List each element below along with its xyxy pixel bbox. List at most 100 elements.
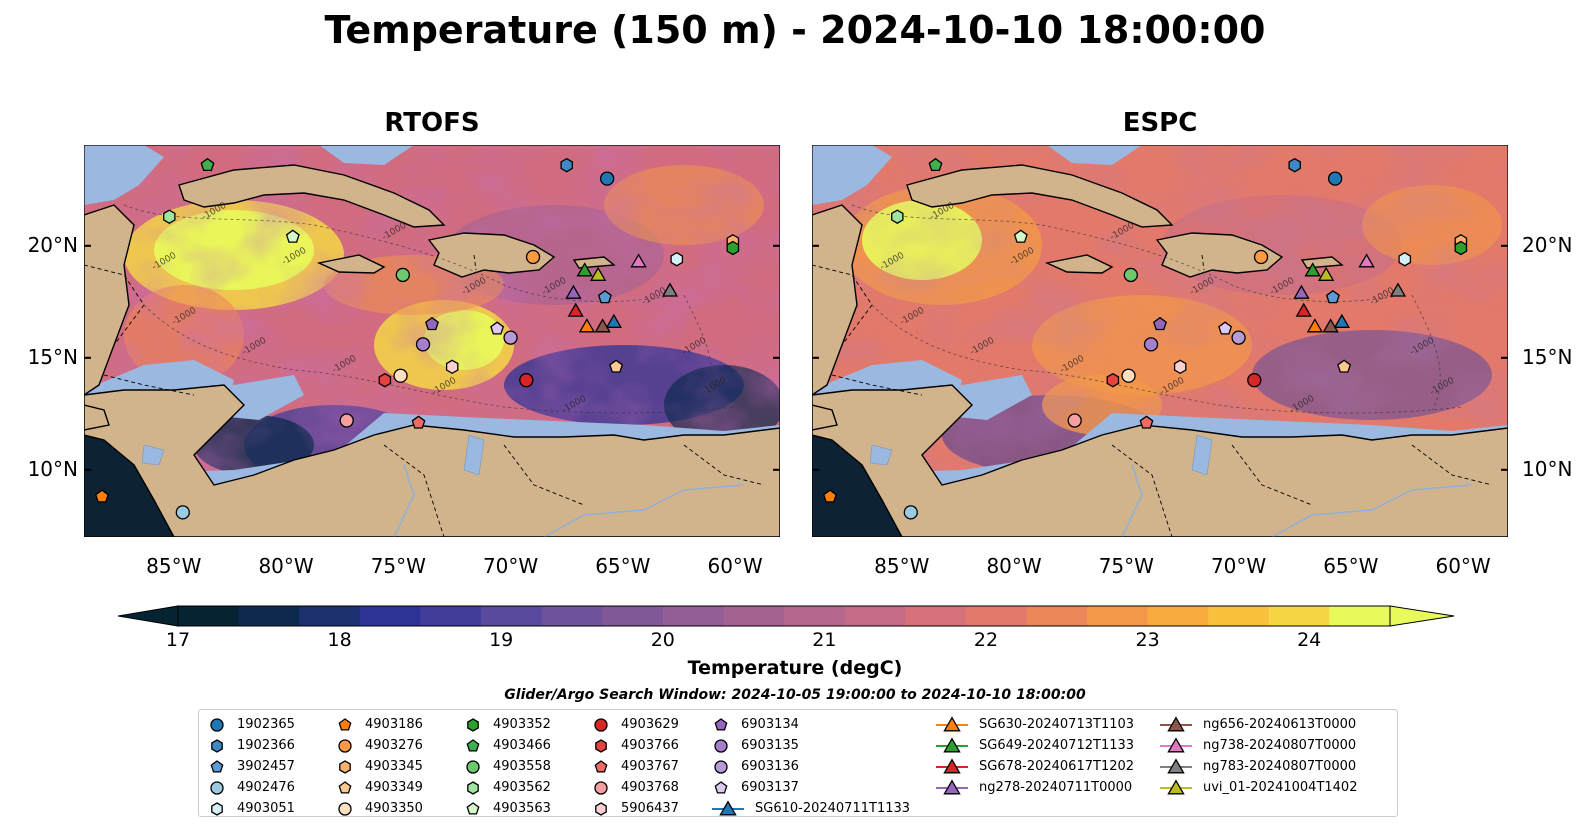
- colorbar-segment: [602, 606, 664, 626]
- isobath-1000m: [851, 204, 1463, 414]
- legend-column: ng656-20240613T0000 ng738-20240807T0000 ng…: [1159, 714, 1357, 798]
- platform-marker-4903558: [1123, 267, 1138, 283]
- legend-column: 6903134 6903135 6903136 6903137 SG610-202407…: [711, 714, 910, 819]
- map-layers: -1000-1000-1000-1000 -1000 -1000-1000-1000…: [84, 145, 780, 537]
- legend-marker-swatch: [211, 801, 223, 816]
- lat-label-15-right: 15°N: [1522, 344, 1573, 369]
- legend-label: 4903352: [493, 717, 551, 732]
- lat-label-10-left: 10°N: [27, 456, 78, 481]
- platform-marker-4903349: [1337, 359, 1352, 373]
- legend-item: 5906437: [591, 798, 679, 819]
- platform-marker-ng656-20240613T0000: [594, 318, 611, 333]
- platform-marker-4903352: [1454, 240, 1468, 256]
- map-ticks: [812, 244, 1508, 471]
- legend-marker-swatch: [594, 717, 608, 732]
- lon-label-70w-rtofs: 70°W: [482, 554, 539, 578]
- platform-marker-4903466: [928, 157, 943, 172]
- legend-label: 4903276: [365, 738, 423, 753]
- legend-item: ng278-20240711T0000: [935, 777, 1134, 798]
- lon-label-80w-espc: 80°W: [986, 554, 1042, 578]
- legend-column: 4903186 4903276 4903345 4903349 4903350: [335, 714, 423, 819]
- platform-marker-1902365: [1327, 171, 1343, 186]
- south-america: [84, 384, 780, 537]
- colorbar-segment: [844, 606, 906, 626]
- legend-label: 1902366: [237, 738, 295, 753]
- cuba: [906, 164, 1174, 228]
- legend-item: SG610-20240711T1133: [711, 798, 910, 819]
- legend-column: SG630-20240713T1103 SG649-20240712T1133 SG…: [935, 714, 1134, 798]
- platform-marker-5906437: [1173, 359, 1187, 375]
- platform-marker-6903135: [1143, 337, 1159, 352]
- colorbar-segment: [965, 606, 1027, 626]
- colorbar-segment: [238, 606, 300, 626]
- legend-track-swatch: [936, 736, 968, 752]
- legend-item: 6903134: [711, 714, 910, 735]
- lon-label-75w-espc: 75°W: [1098, 554, 1154, 578]
- legend-column: 4903352 4903466 4903558 4903562 4903563: [463, 714, 551, 819]
- platform-marker-SG630-20240713T1103: [1306, 318, 1324, 333]
- legend-column: 1902365 1902366 3902457 4902476 4903051: [207, 714, 295, 819]
- rivers: [393, 464, 745, 537]
- platform-marker-ng278-20240711T0000: [565, 284, 582, 299]
- platform-marker-4903766: [1106, 372, 1120, 388]
- legend-item: 1902365: [207, 714, 295, 735]
- legend-marker-swatch: [338, 738, 352, 753]
- platform-marker-4903186: [823, 489, 837, 503]
- platform-marker-1902365: [599, 171, 615, 186]
- platform-marker-5906437: [445, 359, 459, 375]
- legend-track-swatch: [1160, 715, 1192, 731]
- colorbar-tick: 19: [489, 629, 514, 651]
- platform-marker-4903563: [1013, 229, 1028, 243]
- platform-marker-ng656-20240613T0000: [1322, 318, 1339, 333]
- platform-marker-6903134: [1153, 316, 1167, 331]
- legend-label: ng783-20240807T0000: [1203, 759, 1357, 774]
- colorbar-segment: [481, 606, 543, 626]
- platform-marker-SG649-20240712T1133: [576, 262, 593, 277]
- south-america: [812, 384, 1508, 537]
- legend-item: 4903629: [591, 714, 679, 735]
- legend-marker-swatch: [210, 717, 224, 732]
- legend-label: SG610-20240711T1133: [755, 801, 911, 816]
- colorbar-tick: 24: [1297, 629, 1322, 651]
- platform-marker-4902476: [175, 505, 190, 520]
- legend-label: 1902365: [237, 717, 295, 732]
- legend-item: 4903350: [335, 798, 423, 819]
- platform-marker-6903137: [490, 321, 505, 335]
- lakes: [869, 434, 1213, 476]
- legend-marker-swatch: [339, 759, 351, 774]
- map-panel-espc[interactable]: -1000-1000-1000-1000 -1000 -1000-1000-1000…: [812, 145, 1508, 537]
- colorbar-extend-low: [118, 605, 179, 627]
- legend-label: 4903629: [621, 717, 679, 732]
- legend-marker-swatch: [338, 717, 352, 731]
- colorbar-segment: [420, 606, 482, 626]
- rivers: [1121, 464, 1473, 537]
- legend-label: 4903768: [621, 780, 679, 795]
- legend-marker-swatch: [595, 738, 607, 753]
- colorbar-segment: [1087, 606, 1149, 626]
- colorbar-segment: [541, 606, 603, 626]
- land: [812, 164, 1508, 537]
- legend-label: 4903350: [365, 801, 423, 816]
- legend-label: 4903767: [621, 759, 679, 774]
- map-panel-rtofs[interactable]: -1000-1000-1000-1000 -1000 -1000-1000-1000…: [84, 145, 780, 537]
- legend-marker-swatch: [210, 780, 224, 795]
- platform-marker-4903352: [726, 240, 740, 256]
- platform-marker-6903135: [415, 337, 431, 352]
- legend: 1902365 1902366 3902457 4902476 4903051 49031…: [198, 709, 1398, 817]
- legend-item: 4903768: [591, 777, 679, 798]
- legend-item: 6903135: [711, 735, 910, 756]
- legend-label: 4903562: [493, 780, 551, 795]
- legend-item: 4903349: [335, 777, 423, 798]
- platform-marker-6903136: [1231, 330, 1246, 345]
- platform-marker-4903768: [339, 413, 354, 428]
- legend-marker-swatch: [714, 738, 728, 753]
- legend-item: 6903136: [711, 756, 910, 777]
- platform-marker-3902457: [597, 289, 612, 304]
- legend-label: 6903135: [741, 738, 799, 753]
- platform-marker-ng278-20240711T0000: [1293, 284, 1310, 299]
- legend-item: SG678-20240617T1202: [935, 756, 1134, 777]
- lon-label-80w-rtofs: 80°W: [258, 554, 314, 578]
- platform-marker-ng783-20240807T0000: [1389, 282, 1407, 297]
- legend-item: 4903051: [207, 798, 295, 819]
- platform-marker-4903766: [378, 372, 392, 388]
